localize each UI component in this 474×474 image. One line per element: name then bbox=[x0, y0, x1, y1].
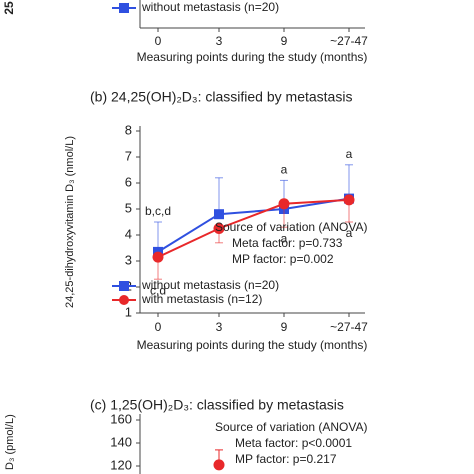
panel-title: (c) 1,25(OH)₂D₃: classified by metastasi… bbox=[90, 397, 344, 413]
y-tick-label: 160 bbox=[110, 411, 132, 426]
x-tick-label: ~27-47 bbox=[330, 34, 368, 48]
x-label: Measuring points during the study (month… bbox=[137, 338, 368, 352]
series-line bbox=[157, 198, 350, 259]
y-tick-label: 7 bbox=[125, 148, 132, 163]
point bbox=[213, 459, 225, 471]
annotation: c,d bbox=[150, 283, 166, 297]
annotation: a bbox=[346, 226, 353, 240]
point bbox=[214, 209, 224, 220]
x-label: Measuring points during the study (month… bbox=[137, 50, 368, 64]
annotation: a bbox=[281, 163, 288, 177]
series-line bbox=[157, 197, 350, 253]
legend-label: without metastasis (n=20) bbox=[141, 278, 279, 292]
x-tick-label: 0 bbox=[155, 320, 162, 334]
legend-marker bbox=[119, 295, 129, 305]
y-tick-label: 120 bbox=[110, 457, 132, 472]
annotation: a bbox=[346, 147, 353, 161]
y-label: 25 bbox=[2, 1, 16, 15]
anova-text: Source of variation (ANOVA) bbox=[215, 220, 368, 234]
y-tick-label: 1 bbox=[125, 304, 132, 319]
anova-text: MP factor: p=0.217 bbox=[235, 452, 337, 466]
x-tick-label: 3 bbox=[216, 34, 223, 48]
x-tick-label: 3 bbox=[216, 320, 223, 334]
legend-marker bbox=[119, 3, 129, 13]
x-tick-label: 0 bbox=[155, 34, 162, 48]
annotation: a bbox=[281, 231, 288, 245]
point bbox=[213, 223, 225, 234]
legend-label: without metastasis (n=20) bbox=[141, 0, 279, 14]
panel-title: (b) 24,25(OH)₂D₃: classified by metastas… bbox=[90, 89, 352, 105]
y-label: D₃ (pmol/L) bbox=[4, 414, 16, 470]
legend-label: with metastasis (n=12) bbox=[141, 292, 262, 306]
point bbox=[343, 194, 355, 206]
y-tick-label: 3 bbox=[125, 252, 132, 267]
y-tick-label: 4 bbox=[125, 226, 132, 241]
annotation: b,c,d bbox=[145, 204, 171, 218]
point bbox=[152, 251, 164, 263]
x-tick-label: ~27-47 bbox=[330, 320, 368, 334]
legend-marker bbox=[119, 281, 129, 291]
point bbox=[278, 198, 290, 210]
y-tick-label: 140 bbox=[110, 434, 132, 449]
y-tick-label: 5 bbox=[125, 200, 132, 215]
x-tick-label: 9 bbox=[281, 34, 288, 48]
anova-text: MP factor: p=0.002 bbox=[232, 252, 334, 266]
anova-text: Meta factor: p<0.0001 bbox=[235, 436, 352, 450]
anova-text: Source of variation (ANOVA) bbox=[215, 420, 368, 434]
y-tick-label: 6 bbox=[125, 174, 132, 189]
y-label: 24,25-dihydroxyvitamin D₃ (nmol/L) bbox=[64, 136, 76, 308]
y-tick-label: 8 bbox=[125, 122, 132, 137]
x-tick-label: 9 bbox=[281, 320, 288, 334]
anova-text: Meta factor: p=0.733 bbox=[232, 236, 343, 250]
